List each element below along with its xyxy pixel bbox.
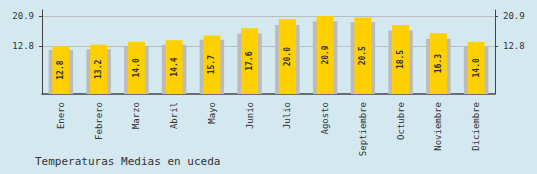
svg-text:13.2: 13.2 bbox=[94, 60, 103, 79]
svg-text:Temperaturas Medias en uceda: Temperaturas Medias en uceda bbox=[35, 155, 220, 168]
svg-text:16.3: 16.3 bbox=[434, 54, 443, 73]
svg-text:Septiembre: Septiembre bbox=[358, 102, 368, 156]
svg-text:12.8: 12.8 bbox=[12, 41, 34, 51]
svg-text:12.8: 12.8 bbox=[56, 60, 65, 79]
svg-text:Noviembre: Noviembre bbox=[433, 102, 443, 151]
svg-text:Junio: Junio bbox=[245, 102, 255, 129]
svg-text:Octubre: Octubre bbox=[396, 102, 406, 140]
svg-text:20.9: 20.9 bbox=[12, 11, 34, 21]
svg-text:14.0: 14.0 bbox=[472, 58, 481, 77]
svg-text:17.6: 17.6 bbox=[245, 51, 254, 70]
svg-text:Febrero: Febrero bbox=[94, 102, 104, 140]
svg-text:Abril: Abril bbox=[169, 102, 179, 129]
svg-text:20.5: 20.5 bbox=[358, 46, 367, 65]
svg-text:20.0: 20.0 bbox=[283, 47, 292, 66]
svg-text:Mayo: Mayo bbox=[207, 102, 217, 124]
svg-text:Enero: Enero bbox=[56, 102, 66, 129]
svg-text:20.9: 20.9 bbox=[503, 11, 525, 21]
svg-text:Agosto: Agosto bbox=[320, 102, 330, 135]
svg-text:18.5: 18.5 bbox=[396, 50, 405, 69]
svg-text:14.4: 14.4 bbox=[170, 57, 179, 76]
svg-text:Julio: Julio bbox=[282, 102, 292, 129]
svg-text:14.0: 14.0 bbox=[132, 58, 141, 77]
svg-text:12.8: 12.8 bbox=[503, 41, 525, 51]
svg-text:15.7: 15.7 bbox=[207, 55, 216, 74]
svg-text:Marzo: Marzo bbox=[131, 102, 141, 129]
svg-text:20.9: 20.9 bbox=[321, 45, 330, 64]
svg-text:Diciembre: Diciembre bbox=[471, 102, 481, 151]
